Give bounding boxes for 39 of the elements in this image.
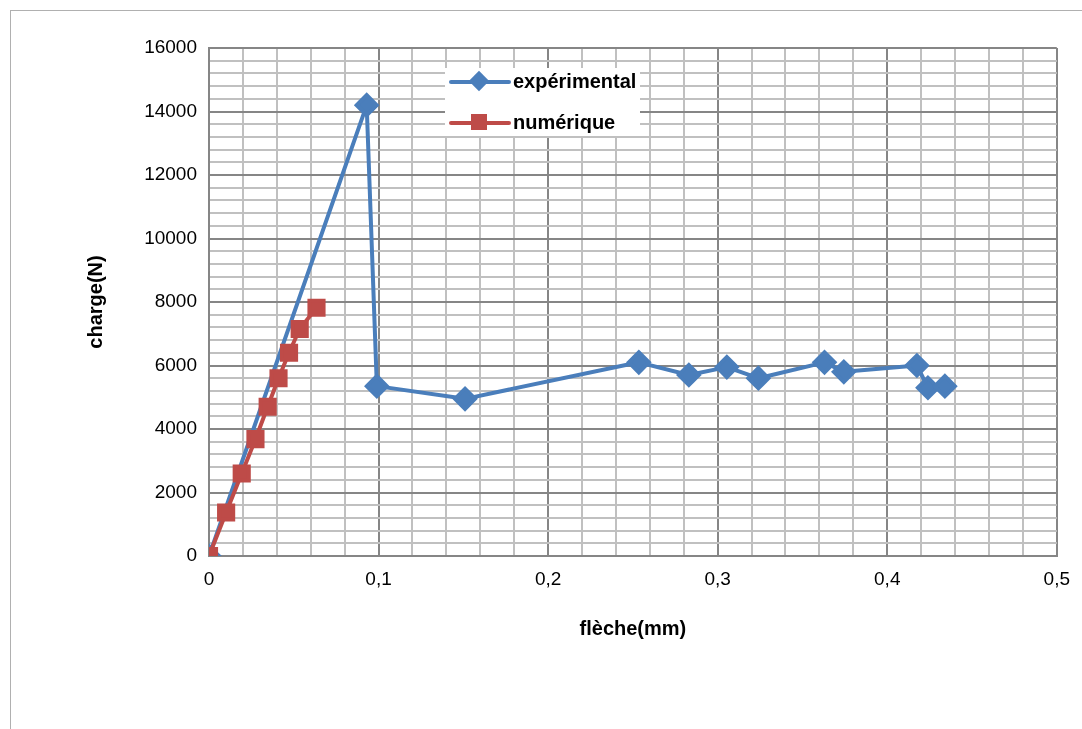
point [453, 386, 478, 411]
point [714, 355, 739, 380]
point [258, 397, 277, 416]
point [676, 363, 701, 388]
point [915, 375, 940, 400]
y-tick-label: 12000 [144, 163, 197, 185]
point [626, 350, 651, 375]
point [307, 298, 326, 317]
y-tick-label: 10000 [144, 226, 197, 248]
y-tick-label: 6000 [154, 353, 197, 375]
x-tick-label: 0,1 [365, 567, 392, 589]
x-tick-label: 0 [203, 567, 215, 589]
point [354, 93, 379, 118]
point [904, 353, 929, 378]
y-tick-label: 14000 [144, 99, 197, 121]
x-tick-label: 0,4 [874, 567, 901, 589]
y-tick-label: 0 [186, 544, 197, 566]
x-tick-label: 0,2 [534, 567, 562, 589]
point [932, 374, 957, 399]
y-tick-label: 2000 [154, 480, 197, 502]
point [246, 430, 265, 449]
point [290, 319, 309, 339]
point [279, 343, 299, 362]
point [232, 464, 251, 483]
y-axis-title: charge(N) [83, 255, 106, 349]
x-axis-title: flèche(mm) [579, 616, 687, 639]
point [269, 369, 288, 388]
x-tick-label: 0,5 [1043, 567, 1070, 589]
point [746, 366, 771, 391]
y-tick-label: 4000 [154, 417, 197, 439]
legend-label: expérimental [513, 70, 637, 93]
y-tick-label: 8000 [154, 290, 197, 312]
point [831, 359, 856, 384]
y-tick-label: 16000 [144, 36, 197, 58]
legend-label: numérique [513, 111, 616, 134]
x-tick-label: 0,3 [704, 567, 731, 589]
point [364, 374, 389, 399]
point [812, 350, 837, 375]
point [217, 503, 236, 522]
